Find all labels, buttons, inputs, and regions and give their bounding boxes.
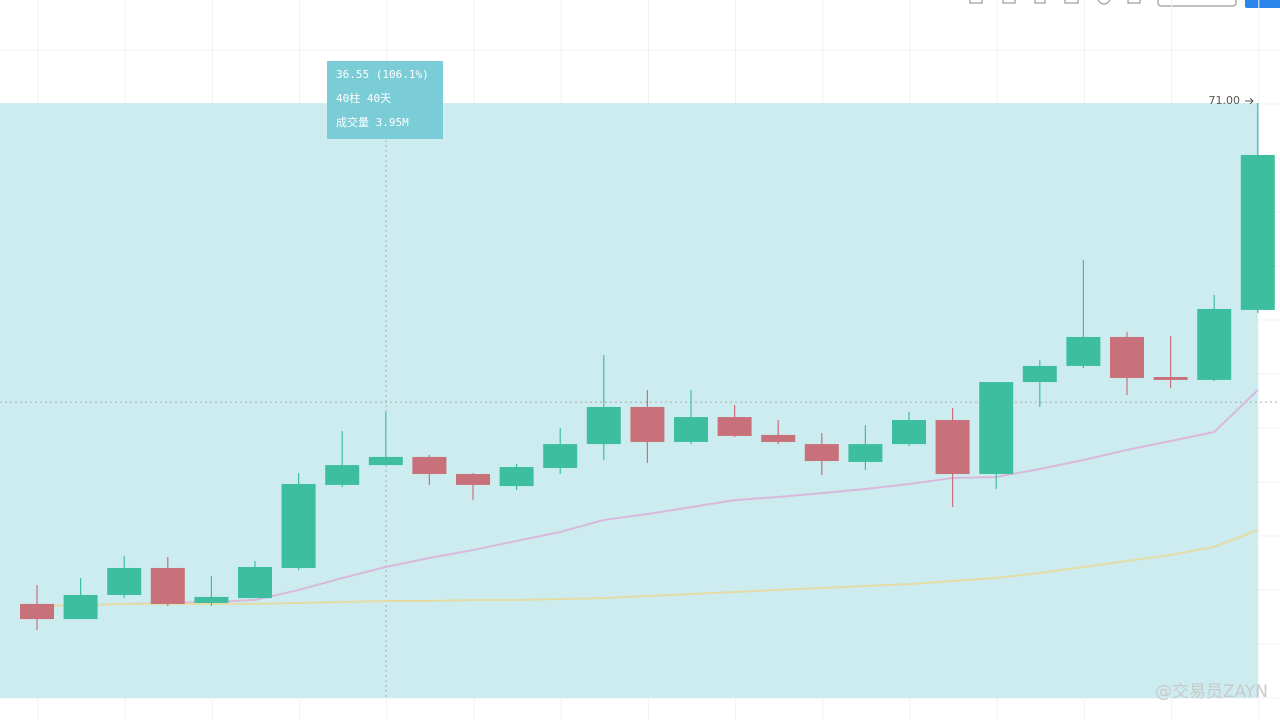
toolbar-button[interactable] — [1157, 0, 1237, 7]
candle-body — [368, 456, 403, 466]
candle-body — [804, 444, 839, 462]
tooltip-text: 36.55 (106.1%) — [336, 68, 429, 81]
candle-body — [892, 419, 926, 445]
candle-body — [1022, 365, 1057, 383]
measure-arrow — [1245, 97, 1254, 105]
candle-body — [935, 419, 970, 475]
toolbar-icon[interactable] — [969, 0, 983, 4]
candle-body — [761, 434, 796, 442]
moving-average — [36, 529, 1259, 608]
measure-top-label: 71.00 — [1209, 94, 1241, 107]
toolbar-icon[interactable] — [1034, 0, 1046, 4]
candle-body — [586, 406, 621, 445]
tooltip-text: 40柱 40天 — [336, 91, 391, 105]
candle-body — [1110, 336, 1144, 378]
candle-body — [1153, 377, 1188, 380]
candle-body — [325, 465, 360, 485]
candle-body — [1066, 336, 1101, 366]
watermark: @交易员ZAYN — [1155, 682, 1268, 702]
candle-body — [20, 603, 54, 620]
candle-body — [150, 567, 185, 604]
candle-body — [281, 483, 316, 568]
toolbar-icon[interactable] — [1064, 0, 1079, 4]
toolbar — [969, 0, 1280, 8]
candle-body — [63, 594, 98, 620]
candle-body — [456, 474, 490, 485]
toolbar-icon[interactable] — [1097, 0, 1111, 5]
toolbar-icon[interactable] — [1127, 0, 1141, 4]
candle-body — [194, 596, 229, 603]
candle-body — [630, 406, 665, 442]
toolbar-button[interactable] — [1245, 0, 1280, 8]
tooltip-text: 成交量 3.95M — [336, 115, 409, 129]
candle-body — [499, 467, 534, 487]
moving-average — [36, 389, 1259, 608]
candle-body — [1197, 308, 1232, 380]
candle-body — [979, 382, 1014, 475]
toolbar-icon[interactable] — [1002, 0, 1016, 4]
candle-body — [543, 444, 578, 469]
candle-body — [1240, 154, 1275, 310]
measure-region — [0, 103, 1257, 699]
measure-tooltip — [327, 61, 443, 139]
candle-body — [717, 417, 752, 436]
candle-body — [107, 567, 142, 595]
candle-body — [412, 456, 447, 475]
candle-body — [238, 566, 272, 599]
candle-body — [848, 444, 883, 462]
candle-body — [674, 417, 708, 442]
